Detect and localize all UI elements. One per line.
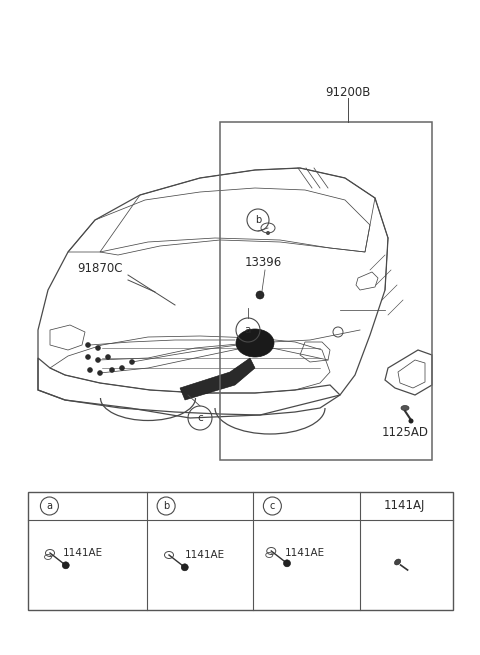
Text: 13396: 13396	[244, 255, 282, 269]
Circle shape	[130, 360, 134, 364]
Text: 1141AJ: 1141AJ	[384, 500, 425, 512]
Text: 1141AE: 1141AE	[185, 550, 225, 560]
Circle shape	[96, 345, 100, 350]
Text: b: b	[255, 215, 261, 225]
Ellipse shape	[401, 405, 409, 411]
Text: a: a	[245, 325, 251, 335]
Circle shape	[120, 365, 124, 371]
Text: 91200B: 91200B	[325, 86, 371, 98]
Text: 91870C: 91870C	[77, 261, 123, 274]
Circle shape	[408, 419, 413, 424]
Polygon shape	[180, 358, 255, 400]
Circle shape	[96, 358, 100, 362]
Circle shape	[284, 560, 290, 567]
Text: b: b	[163, 501, 169, 511]
Ellipse shape	[395, 559, 401, 565]
Text: c: c	[197, 413, 203, 423]
Text: a: a	[47, 501, 52, 511]
Circle shape	[85, 343, 91, 348]
Circle shape	[109, 367, 115, 373]
Circle shape	[85, 354, 91, 360]
Bar	[220, 122, 432, 460]
Circle shape	[266, 231, 270, 235]
Bar	[28, 492, 453, 610]
Circle shape	[106, 354, 110, 360]
Circle shape	[87, 367, 93, 373]
Ellipse shape	[236, 329, 274, 357]
Circle shape	[256, 291, 264, 299]
Text: 1141AE: 1141AE	[285, 548, 325, 558]
Circle shape	[181, 564, 188, 571]
Circle shape	[62, 562, 69, 569]
Circle shape	[97, 371, 103, 375]
Text: 1141AE: 1141AE	[63, 548, 103, 558]
Text: 1125AD: 1125AD	[382, 426, 429, 438]
Text: c: c	[270, 501, 275, 511]
